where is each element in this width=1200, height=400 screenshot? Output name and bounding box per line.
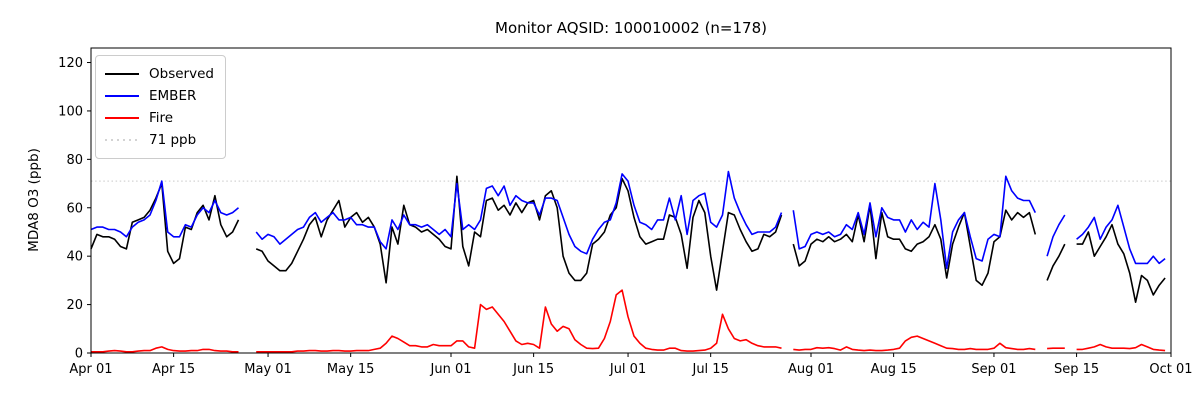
- x-tick-label: Sep 15: [1054, 362, 1099, 377]
- legend-item: 71 ppb: [105, 129, 214, 151]
- x-tick-label: Jun 01: [430, 362, 472, 377]
- x-tick-label: May 15: [327, 362, 375, 377]
- y-tick-label: 120: [58, 56, 83, 71]
- legend-label: Observed: [149, 66, 214, 82]
- x-tick-label: Aug 15: [871, 362, 917, 377]
- x-tick-label: Jun 15: [512, 362, 554, 377]
- legend-item: EMBER: [105, 85, 214, 107]
- x-tick-label: Apr 15: [152, 362, 195, 377]
- x-tick-label: Jul 15: [691, 362, 728, 377]
- y-axis-label: MDA8 O3 (ppb): [26, 148, 42, 252]
- series-line-ember: [90, 170, 1166, 270]
- x-tick-label: May 01: [244, 362, 292, 377]
- plot-frame: [90, 47, 1172, 354]
- y-tick-label: 0: [75, 347, 83, 362]
- y-tick-label: 80: [66, 153, 83, 168]
- x-tick-label: Sep 01: [971, 362, 1016, 377]
- x-tick-label: Jul 01: [609, 362, 646, 377]
- legend-line-swatch-observed: [105, 73, 139, 75]
- x-tick-label: Apr 01: [69, 362, 112, 377]
- legend-label: Fire: [149, 110, 174, 126]
- y-tick-label: 60: [66, 201, 83, 216]
- legend-line-swatch-ember: [105, 95, 139, 97]
- legend-line-swatch-fire: [105, 117, 139, 119]
- series-line-observed: [90, 175, 1166, 303]
- legend-item: Fire: [105, 107, 214, 129]
- x-tick-label: Aug 01: [788, 362, 834, 377]
- x-tick-label: Oct 01: [1149, 362, 1192, 377]
- legend: Observed EMBER Fire 71 ppb: [95, 55, 226, 159]
- chart-title: Monitor AQSID: 100010002 (n=178): [495, 19, 767, 37]
- series-line-fire: [91, 289, 1166, 353]
- legend-line-swatch-71-ppb: [105, 139, 139, 141]
- legend-label: EMBER: [149, 88, 197, 104]
- y-tick-label: 40: [66, 250, 83, 265]
- y-tick-label: 100: [58, 104, 83, 119]
- legend-item: Observed: [105, 63, 214, 85]
- y-tick-label: 20: [66, 298, 83, 313]
- legend-label: 71 ppb: [149, 132, 197, 148]
